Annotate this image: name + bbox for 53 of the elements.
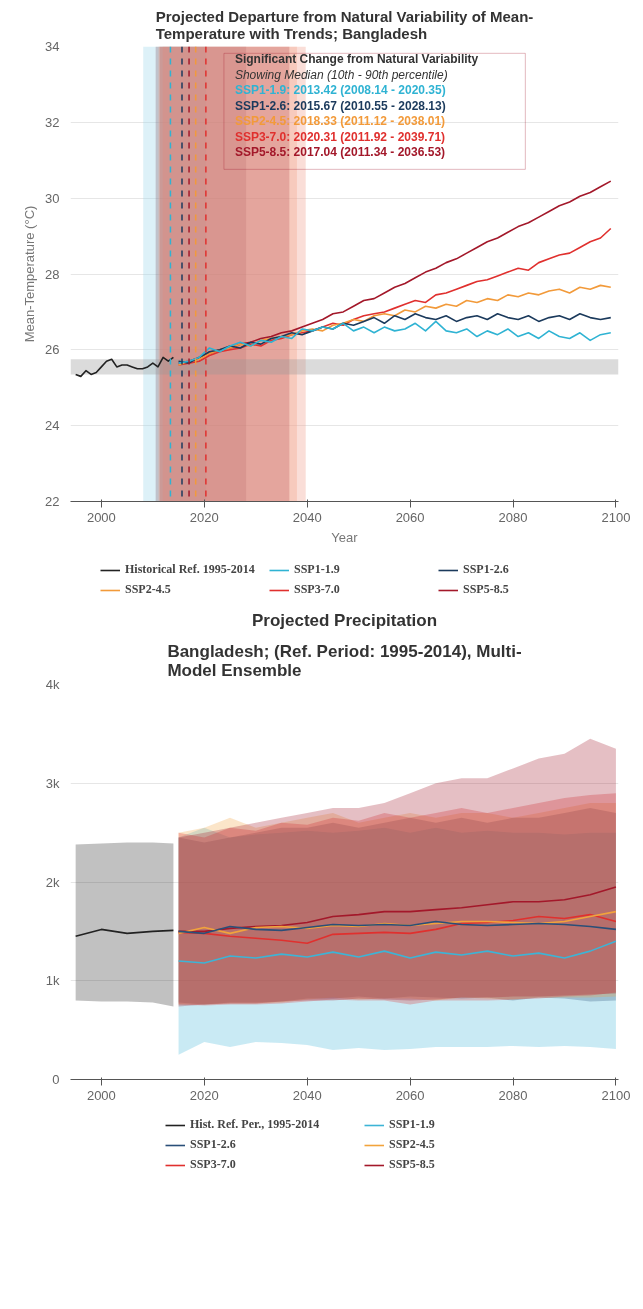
legend-label: SSP1-1.9 bbox=[294, 562, 341, 577]
annotation: SSP5-8.5: 2017.04 (2011.34 - 2036.53) bbox=[234, 145, 446, 160]
annotation: Showing Median (10th - 90th percentile) bbox=[234, 67, 448, 82]
line-series bbox=[177, 940, 617, 964]
chart-title: Projected Precipitation bbox=[251, 610, 438, 630]
chart-subtitle: Bangladesh; (Ref. Period: 1995-2014), Multi-Model Ensemble bbox=[167, 641, 522, 680]
y-tick-label: 24 bbox=[45, 418, 60, 434]
x-tick-label: 2100 bbox=[601, 1087, 631, 1103]
line-series bbox=[177, 920, 617, 935]
x-tick-label: 2040 bbox=[292, 1087, 322, 1103]
x-tick-label: 2000 bbox=[86, 509, 116, 525]
y-tick-label: 1k bbox=[45, 973, 60, 989]
y-tick-label: 30 bbox=[45, 190, 60, 206]
y-tick-label: 32 bbox=[45, 114, 60, 130]
legend-label: SSP5-8.5 bbox=[463, 582, 510, 597]
x-tick-label: 2000 bbox=[86, 1087, 116, 1103]
y-tick-label: 26 bbox=[45, 342, 60, 358]
x-tick-label: 2080 bbox=[498, 1087, 528, 1103]
y-tick-label: 3k bbox=[45, 775, 60, 791]
y-tick-label: 0 bbox=[52, 1072, 60, 1087]
y-tick-label: 34 bbox=[45, 39, 60, 54]
x-tick-label: 2060 bbox=[395, 1087, 425, 1103]
x-tick-label: 2080 bbox=[498, 509, 528, 525]
y-axis-title: Mean-Temperature (°C) bbox=[22, 205, 38, 343]
legend-label: SSP1-1.9 bbox=[389, 1117, 436, 1132]
x-axis-title: Year bbox=[331, 529, 359, 545]
y-tick-label: 4k bbox=[45, 677, 60, 692]
annotation: SSP3-7.0: 2020.31 (2011.92 - 2039.71) bbox=[234, 129, 446, 144]
annotation: SSP2-4.5: 2018.33 (2011.12 - 2038.01) bbox=[234, 114, 446, 129]
legend-label: SSP3-7.0 bbox=[294, 582, 341, 597]
legend-label: SSP5-8.5 bbox=[389, 1157, 436, 1172]
legend-label: SSP2-4.5 bbox=[125, 582, 172, 597]
y-tick-label: 22 bbox=[45, 494, 60, 509]
legend-label: SSP1-2.6 bbox=[190, 1137, 237, 1152]
x-tick-label: 2040 bbox=[292, 509, 322, 525]
legend-label: SSP3-7.0 bbox=[190, 1157, 237, 1172]
line-series bbox=[177, 910, 617, 935]
x-tick-label: 2020 bbox=[189, 1087, 219, 1103]
annotation: SSP1-2.6: 2015.67 (2010.55 - 2028.13) bbox=[234, 98, 446, 113]
y-tick-label: 2k bbox=[45, 874, 60, 890]
x-tick-label: 2060 bbox=[395, 509, 425, 525]
annotation: SSP1-1.9: 2013.42 (2008.14 - 2020.35) bbox=[234, 83, 446, 98]
y-tick-label: 28 bbox=[45, 266, 60, 282]
legend-label: Historical Ref. 1995-2014 bbox=[125, 562, 256, 577]
x-tick-label: 2100 bbox=[601, 509, 631, 525]
legend-label: SSP2-4.5 bbox=[389, 1137, 436, 1152]
line-series bbox=[74, 928, 175, 938]
chart-title: Projected Departure from Natural Variability of Mean-Temperature with Trends; Bangladesh bbox=[155, 7, 534, 42]
annotation: Significant Change from Natural Variability bbox=[234, 52, 479, 67]
line-series bbox=[74, 356, 175, 378]
legend-label: SSP1-2.6 bbox=[463, 562, 510, 577]
x-tick-label: 2020 bbox=[189, 509, 219, 525]
legend-label: Hist. Ref. Per., 1995-2014 bbox=[190, 1117, 321, 1132]
